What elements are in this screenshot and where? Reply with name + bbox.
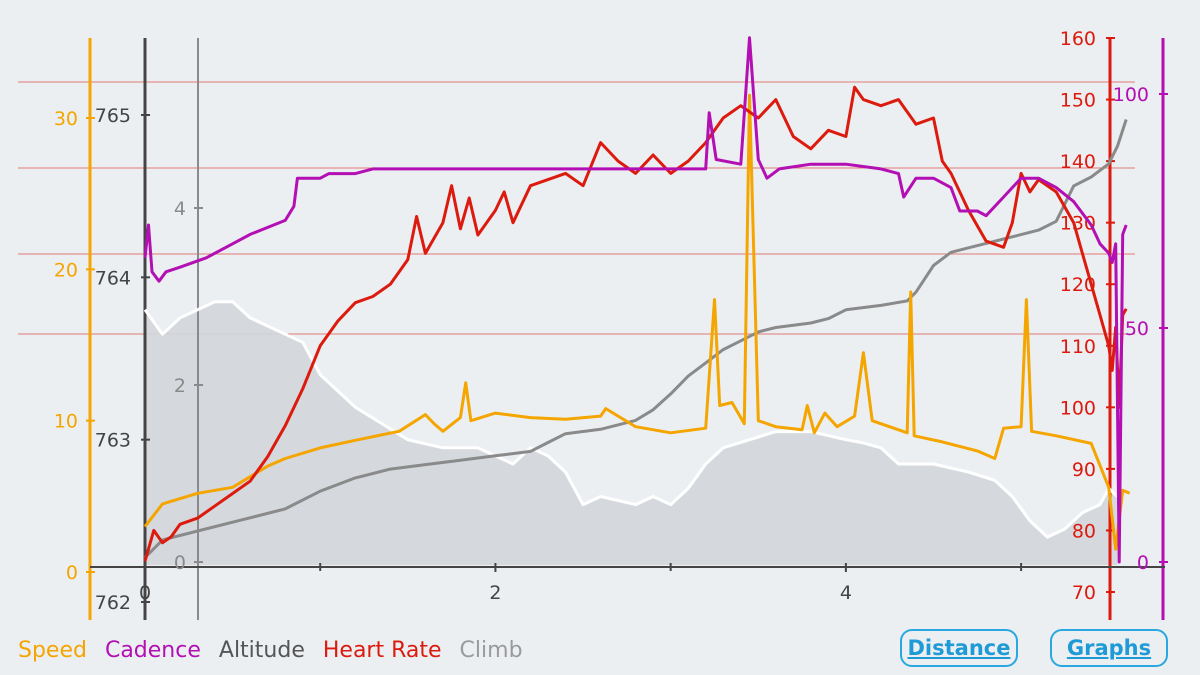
climb-tick-label-0: 0 [174, 552, 186, 574]
heart_rate-tick-label-120: 120 [1060, 274, 1096, 296]
legend: Speed Cadence Altitude Heart Rate Climb [18, 638, 523, 663]
heart_rate-tick-label-80: 80 [1072, 520, 1096, 542]
altitude-tick-label-763: 763 [95, 430, 131, 452]
cadence-tick-label-50: 50 [1125, 318, 1149, 340]
cadence-tick-label-0: 0 [1137, 552, 1149, 574]
altitude-tick-label-765: 765 [95, 105, 131, 127]
series-climb-line [143, 119, 1128, 559]
x-tick-label-0: 0 [139, 582, 151, 604]
speed-tick-label-30: 30 [54, 108, 78, 130]
series-altitude-line [143, 300, 1119, 539]
legend-climb: Climb [459, 638, 523, 663]
chart: 0102030762763764765024708090100110120130… [18, 28, 1168, 620]
graphs-button[interactable]: Graphs [1050, 629, 1168, 667]
speed-tick-label-10: 10 [54, 411, 78, 433]
speed-tick-label-20: 20 [54, 259, 78, 281]
heart_rate-tick-label-110: 110 [1060, 336, 1096, 358]
altitude-area [145, 301, 1118, 565]
distance-button[interactable]: Distance [900, 629, 1018, 667]
speed-tick-label-0: 0 [66, 562, 78, 584]
heart_rate-tick-label-100: 100 [1060, 397, 1096, 419]
x-tick-label-4: 4 [840, 582, 852, 604]
legend-cadence: Cadence [104, 638, 201, 663]
series-cadence-line [143, 36, 1128, 564]
series-speed-line [143, 93, 1131, 551]
legend-heart-rate: Heart Rate [322, 638, 442, 663]
series-heart-rate-line [143, 85, 1128, 562]
climb-tick-label-2: 2 [174, 375, 186, 397]
x-tick-label-2: 2 [489, 582, 501, 604]
legend-speed: Speed [18, 638, 87, 663]
heart_rate-tick-label-160: 160 [1060, 28, 1096, 50]
heart_rate-tick-label-70: 70 [1072, 582, 1096, 604]
legend-altitude: Altitude [218, 638, 305, 663]
cadence-tick-label-100: 100 [1113, 84, 1149, 106]
climb-tick-label-4: 4 [174, 198, 186, 220]
altitude-tick-label-764: 764 [95, 267, 131, 289]
heart_rate-tick-label-150: 150 [1060, 90, 1096, 112]
altitude-tick-label-762: 762 [95, 592, 131, 614]
heart_rate-tick-label-90: 90 [1072, 459, 1096, 481]
heart_rate-tick-label-140: 140 [1060, 151, 1096, 173]
